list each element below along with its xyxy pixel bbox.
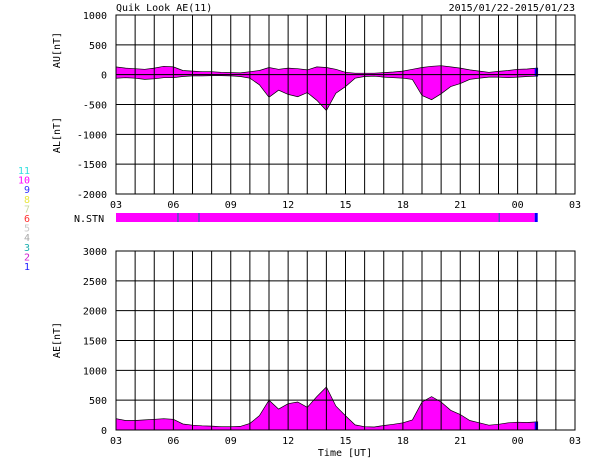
au-al-x-tick-label: 00 [512,200,524,211]
au-al-panel: 1000 500 0 -500 -1000 -1500 -2000 03 06 09 12 15 18… [52,11,581,211]
nstn-change-marker [177,213,179,222]
ae-y-tick-label: 1500 [83,337,107,348]
au-al-y-tick-label: -2000 [77,190,107,201]
legend-entry: 7 [24,204,30,215]
au-al-y-tick-label: 1000 [83,11,107,22]
legend-entry: 5 [24,224,30,235]
time-axis-label: Time [UT] [318,448,372,459]
ae-y-tick-labels: 3000 2500 2000 1500 1000 500 0 [83,247,107,437]
au-al-x-tick-label: 18 [397,200,409,211]
au-al-x-tick-label: 06 [167,200,179,211]
ae-frame [115,250,576,431]
ae-y-tick-label: 1000 [83,366,107,377]
date-range: 2015/01/22-2015/01/23 [449,3,575,14]
nstn-bar: N.STN [74,213,538,225]
ae-x-tick-label: 00 [512,436,524,447]
au-al-x-tick-label: 03 [569,200,581,211]
au-al-y-tick-label: 0 [101,71,107,82]
nstn-change-marker [198,213,200,222]
au-al-y-tick-label: -1500 [77,160,107,171]
nstn-label: N.STN [74,214,104,225]
ae-x-tick-labels: 03 06 09 12 15 18 21 00 03 [110,436,581,447]
au-al-x-tick-label: 03 [110,200,122,211]
ae-data-end-marker [534,421,538,430]
legend-entry: 11 [18,166,30,177]
legend-entry: 4 [24,233,30,244]
nstn-fill [116,213,535,222]
legend-entry: 10 [18,176,30,187]
legend-entry: 6 [24,214,30,225]
ae-grid [115,250,576,431]
ae-axis-label: AE[nT] [52,322,63,358]
legend-entry: 8 [24,195,30,206]
au-al-x-tick-labels: 03 06 09 12 15 18 21 00 03 [110,200,581,211]
ae-y-tick-label: 2000 [83,307,107,318]
au-al-frame [115,14,576,195]
au-al-y-tick-label: -1000 [77,130,107,141]
ae-x-tick-label: 06 [167,436,179,447]
legend-entry: 1 [24,262,30,273]
au-al-x-tick-label: 12 [282,200,294,211]
au-al-x-tick-label: 15 [339,200,351,211]
au-al-x-tick-label: 21 [454,200,466,211]
nstn-change-marker [498,213,500,222]
ae-y-tick-label: 500 [89,396,107,407]
au-al-y-tick-label: 500 [89,41,107,52]
au-al-x-tick-label: 09 [225,200,237,211]
ae-x-tick-label: 09 [225,436,237,447]
au-al-y-tick-labels: 1000 500 0 -500 -1000 -1500 -2000 [77,11,107,201]
ae-x-tick-label: 15 [339,436,351,447]
au-axis-label: AU[nT] [52,32,63,68]
ae-x-tick-label: 21 [454,436,466,447]
ae-x-tick-label: 18 [397,436,409,447]
nstn-end-marker [534,213,538,222]
nstn-bar-marks [116,213,538,222]
ae-x-tick-label: 03 [110,436,122,447]
al-axis-label: AL[nT] [52,117,63,153]
ae-y-tick-label: 2500 [83,277,107,288]
ae-y-tick-label: 0 [101,426,107,437]
legend-entry: 9 [24,185,30,196]
au-al-grid [115,14,576,195]
legend-entry: 3 [24,243,30,254]
au-al-data-end-marker [534,68,538,77]
legend-entry: 2 [24,252,30,263]
ae-y-tick-label: 3000 [83,247,107,258]
ae-x-tick-label: 03 [569,436,581,447]
au-al-y-tick-label: -500 [83,101,107,112]
chart-title: Quik Look AE(11) [116,3,212,14]
ae-x-tick-label: 12 [282,436,294,447]
